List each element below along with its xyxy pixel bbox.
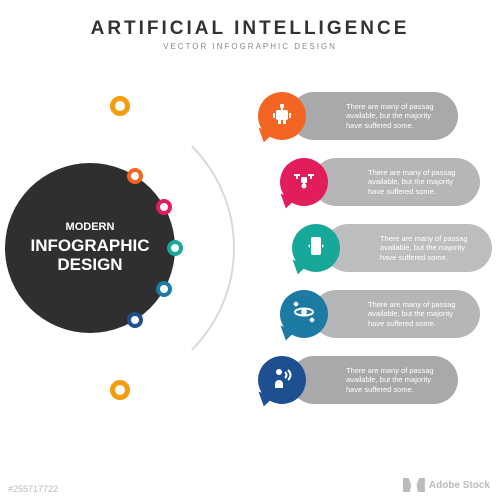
info-pill: There are many of passag available, but … [290,92,458,140]
info-pill: There are many of passag available, but … [312,290,480,338]
info-text: There are many of passag available, but … [346,366,440,394]
info-pill: There are many of passag available, but … [290,356,458,404]
adobe-watermark: Adobe Stock [403,478,490,492]
page-subtitle: VECTOR INFOGRAPHIC DESIGN [0,42,500,51]
robot-icon [270,102,294,131]
adobe-brand-text: Adobe Stock [429,480,490,491]
info-pill: There are many of passag available, but … [312,158,480,206]
arc-node [167,240,183,256]
voice-icon [270,366,294,395]
adobe-logo-icon [411,478,425,492]
stock-id: #255717722 [8,484,58,494]
arc-node [127,312,143,328]
arc-node [127,168,143,184]
tablet-icon [304,234,328,263]
info-text: There are many of passag available, but … [346,102,440,130]
center-text-3: DESIGN [57,256,122,275]
satellite-icon [292,300,316,329]
header: ARTIFICIAL INTELLIGENCE VECTOR INFOGRAPH… [0,18,500,51]
adobe-logo-icon [403,478,417,492]
arc-node [110,380,130,400]
info-text: There are many of passag available, but … [368,168,462,196]
arc-node [156,199,172,215]
center-text-2: INFOGRAPHIC [31,237,150,256]
drone-icon [292,168,316,197]
center-text-1: MODERN [66,221,115,233]
info-text: There are many of passag available, but … [368,300,462,328]
page-title: ARTIFICIAL INTELLIGENCE [0,18,500,40]
info-pill: There are many of passag available, but … [324,224,492,272]
center-circle: MODERN INFOGRAPHIC DESIGN [5,163,175,333]
info-text: There are many of passag available, but … [380,234,474,262]
